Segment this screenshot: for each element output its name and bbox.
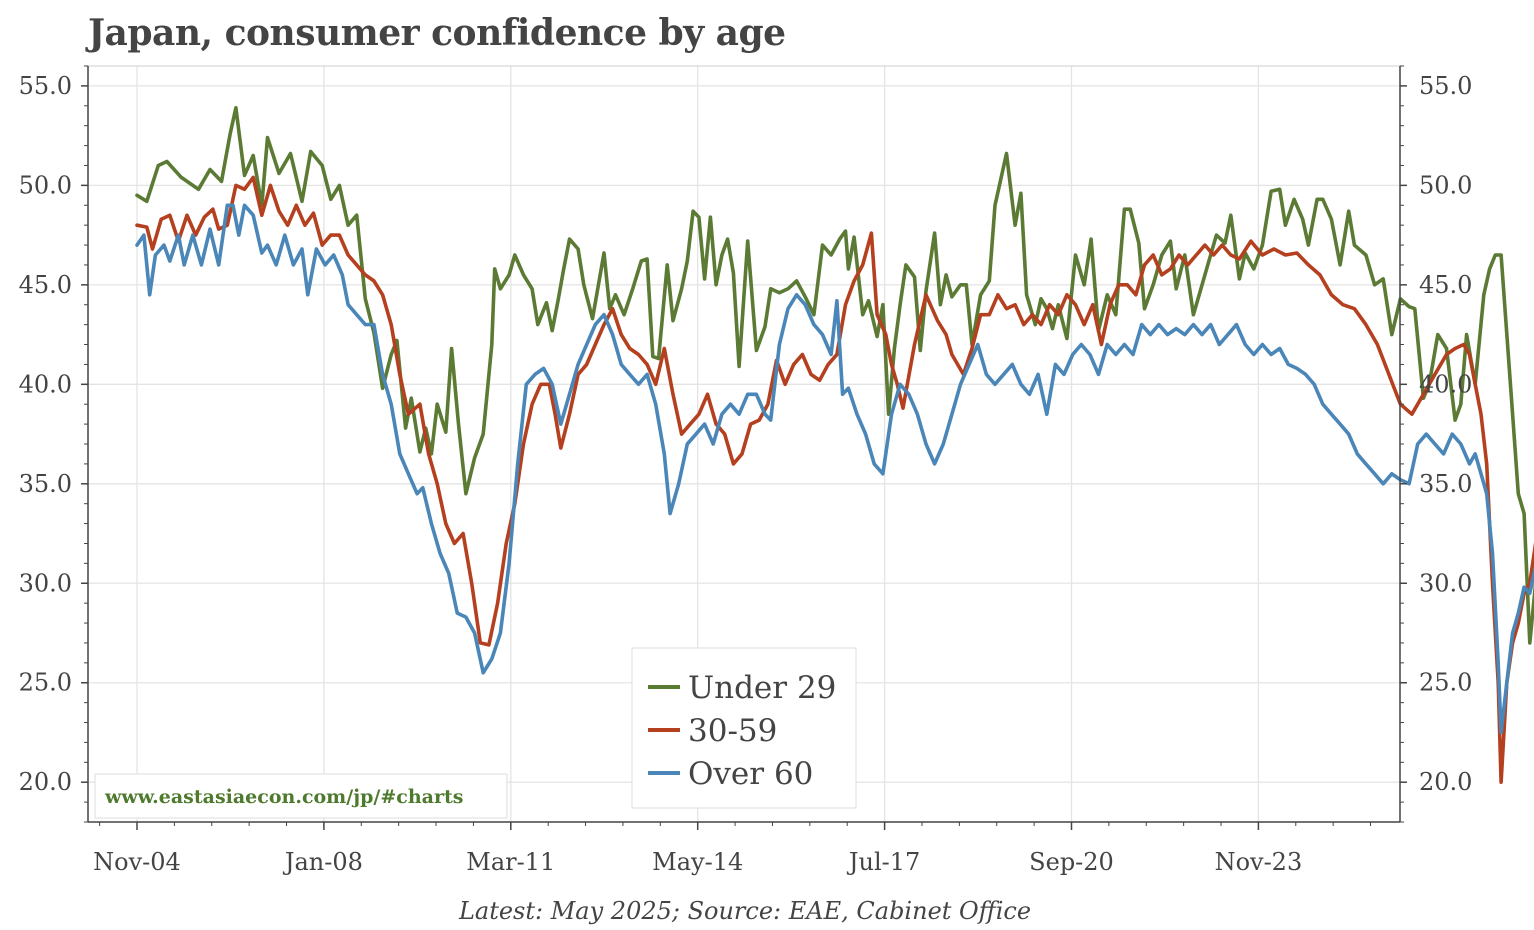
x-tick-label: May-14 [652, 848, 743, 876]
legend: Under 29 30-59 Over 60 [631, 647, 857, 809]
series-layer [135, 106, 1534, 784]
y-tick-label: 30.0 [19, 569, 72, 597]
y-tick-label-right: 35.0 [1419, 470, 1472, 498]
y-tick-label: 35.0 [19, 470, 72, 498]
y-tick-label-right: 30.0 [1419, 569, 1472, 597]
x-tick-label: Nov-23 [1215, 848, 1303, 876]
x-tick-label: Mar-11 [466, 848, 555, 876]
chart-title: Japan, consumer confidence by age [88, 12, 786, 54]
series-line-3 [135, 203, 1534, 735]
y-tick-label: 55.0 [19, 72, 72, 100]
y-tick-label: 25.0 [19, 669, 72, 697]
y-tick-label-right: 20.0 [1419, 768, 1472, 796]
watermark-text: www.eastasiaecon.com/jp/#charts [104, 786, 463, 808]
y-tick-label: 50.0 [19, 171, 72, 199]
watermark: www.eastasiaecon.com/jp/#charts [94, 773, 508, 819]
x-tick-label: Sep-20 [1029, 848, 1114, 876]
x-tick-label: Nov-04 [93, 848, 181, 876]
y-tick-label: 20.0 [19, 768, 72, 796]
caption: Latest: May 2025; Source: EAE, Cabinet O… [458, 897, 1031, 925]
y-tick-label-right: 40.0 [1419, 370, 1472, 398]
y-tick-label-right: 55.0 [1419, 72, 1472, 100]
legend-label: Over 60 [688, 756, 813, 792]
series-line-1 [135, 106, 1534, 645]
y-tick-label: 40.0 [19, 370, 72, 398]
y-tick-label-right: 45.0 [1419, 271, 1472, 299]
axes: 20.0 20.0 25.0 25.0 30.0 30.0 35.0 35.0 40.0 40.0… [19, 65, 1472, 876]
x-tick-label: Jan-08 [282, 848, 363, 876]
legend-label: Under 29 [688, 670, 836, 706]
x-tick-label: Jul-17 [846, 848, 920, 876]
series-line-2 [135, 175, 1534, 784]
y-tick-label-right: 25.0 [1419, 669, 1472, 697]
y-tick-label: 45.0 [19, 271, 72, 299]
legend-label: 30-59 [688, 713, 777, 749]
y-tick-label-right: 50.0 [1419, 171, 1472, 199]
watermark-box [94, 773, 508, 819]
